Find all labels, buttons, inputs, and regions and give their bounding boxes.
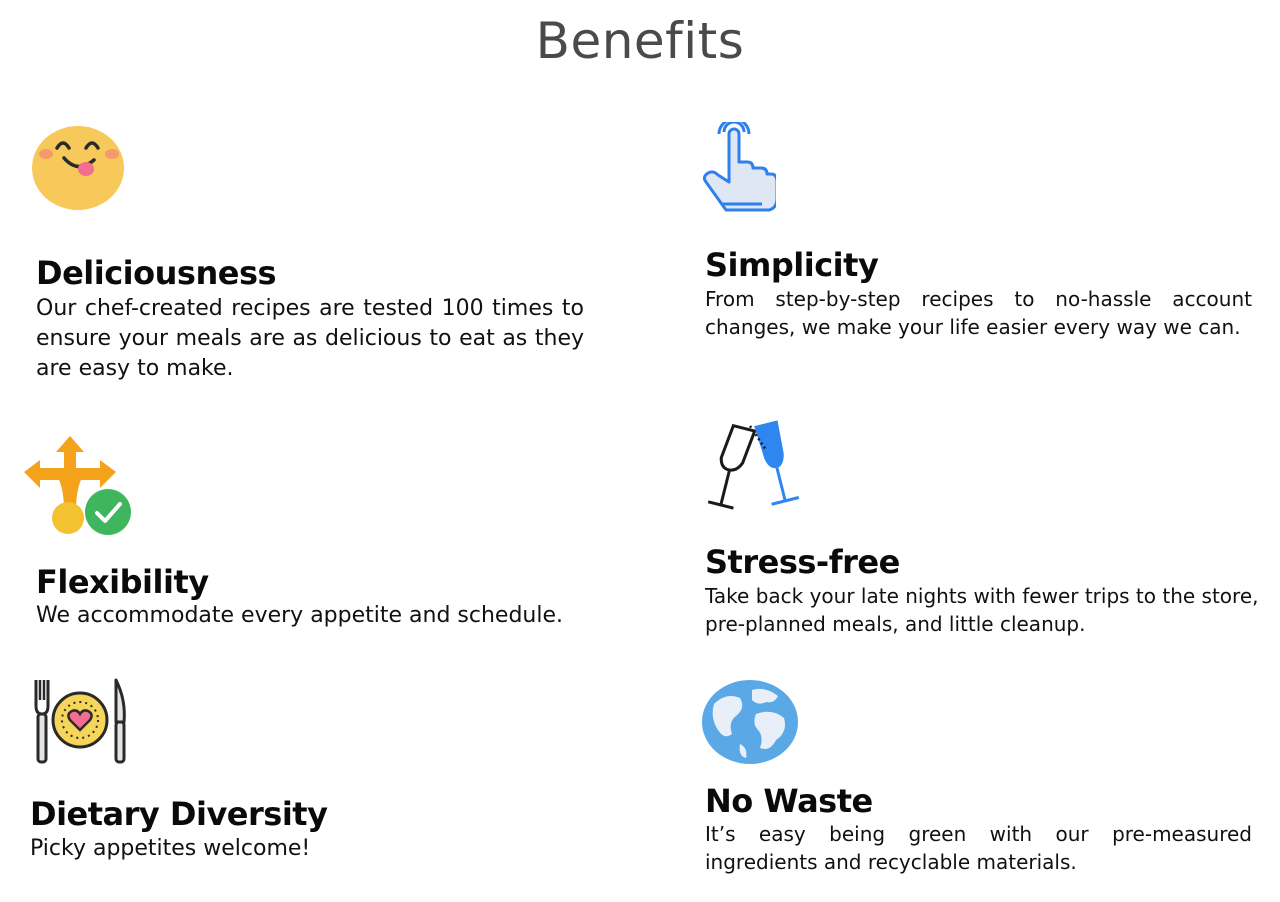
benefit-description: Picky appetites welcome! xyxy=(30,836,311,861)
tap-hand-icon xyxy=(700,122,776,214)
wine-glasses-icon xyxy=(706,414,810,518)
page-title: Benefits xyxy=(535,12,745,70)
benefit-title: No Waste xyxy=(705,782,873,820)
benefit-title: Simplicity xyxy=(705,246,879,284)
globe-icon xyxy=(700,678,800,766)
benefit-description: Take back your late nights with fewer tr… xyxy=(705,584,1259,636)
smiling-face-icon xyxy=(30,124,126,212)
benefit-title: Dietary Diversity xyxy=(30,795,328,833)
benefit-description: We accommodate every appetite and schedu… xyxy=(36,603,564,628)
benefit-title: Stress-free xyxy=(705,543,900,581)
benefit-description: It’s easy being green with our pre-measu… xyxy=(705,822,1252,874)
benefit-description: From step-by-step recipes to no-hassle a… xyxy=(705,287,1252,339)
benefit-title: Deliciousness xyxy=(36,254,277,292)
benefit-description: Our chef-created recipes are tested 100 … xyxy=(36,296,584,381)
branching-arrows-check-icon xyxy=(24,436,134,536)
plate-cutlery-icon xyxy=(30,676,130,768)
benefit-title: Flexibility xyxy=(36,563,209,601)
